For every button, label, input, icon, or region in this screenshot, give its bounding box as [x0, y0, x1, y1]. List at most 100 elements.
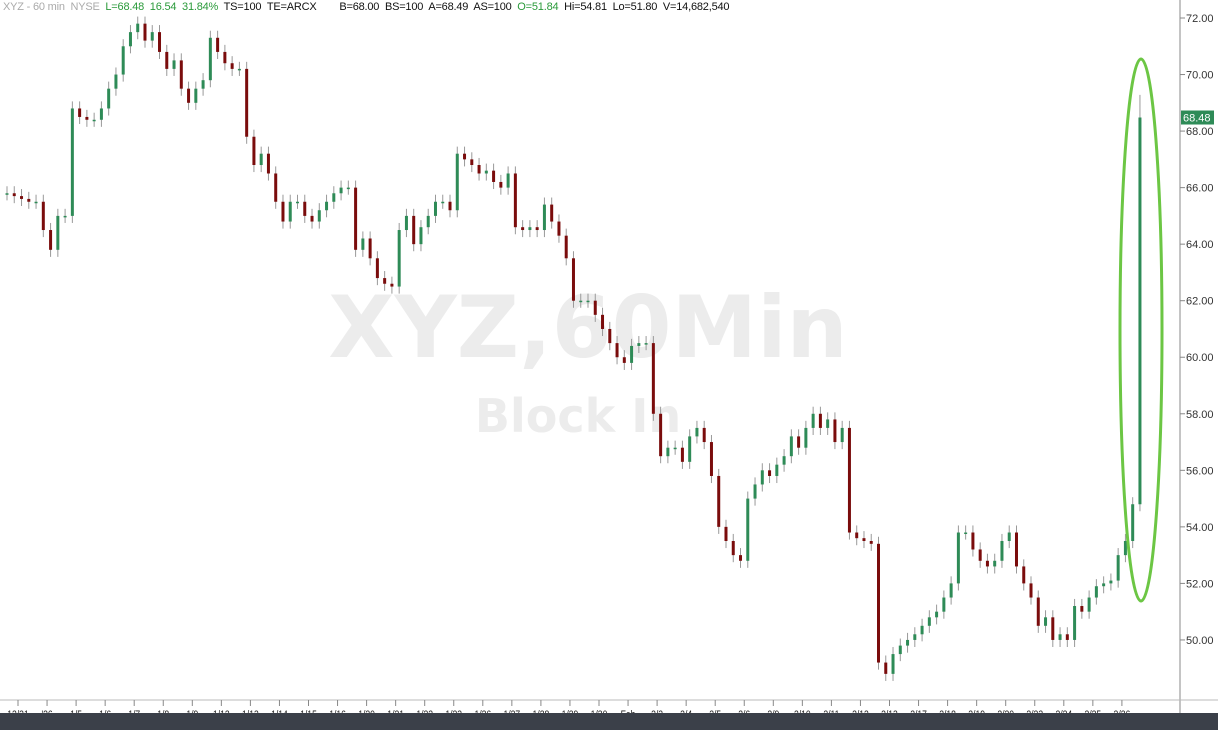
candle-body: [753, 484, 757, 499]
candle-body: [695, 427, 699, 437]
candle-body: [1073, 606, 1077, 640]
quote-header: XYZ - 60 min NYSE L=68.48 16.54 31.84% T…: [3, 1, 730, 13]
price-chart[interactable]: XYZ,60Min Block In 72.00 70.00 68.00 66.00 6…: [0, 0, 1218, 713]
x-tick-label: 1/12: [213, 709, 230, 713]
candle-body: [245, 68, 249, 137]
candle-body: [274, 173, 278, 202]
candle-body: [680, 447, 684, 462]
candle-body: [1116, 555, 1120, 581]
candle-body: [339, 187, 343, 194]
candle-body: [492, 170, 496, 182]
x-tick-label: 1/13: [242, 709, 259, 713]
candle-body: [208, 37, 212, 81]
candle-body: [375, 258, 379, 279]
candle-body: [383, 278, 387, 284]
x-tick-label: Feb: [621, 709, 636, 713]
candle-body: [404, 215, 408, 231]
candle-body: [259, 153, 263, 166]
highlight-ellipse: [1118, 57, 1164, 603]
candle-body: [913, 634, 917, 640]
y-tick-label: 60.00: [1186, 352, 1214, 364]
x-tick-label: 1/5: [70, 709, 82, 713]
candle-body: [1051, 617, 1055, 640]
candle-body: [840, 427, 844, 443]
candle-body: [942, 597, 946, 612]
x-tick-label: 2/11: [823, 709, 839, 713]
x-tick-label: 1/7: [128, 709, 140, 713]
x-tick-label: 2/24: [1055, 709, 1072, 713]
candle-body: [194, 88, 198, 103]
x-tick-label: 1/15: [300, 709, 317, 713]
candle-body: [1058, 634, 1062, 640]
candle-body: [877, 543, 880, 663]
candle-body: [397, 230, 401, 287]
candle-body: [521, 227, 525, 231]
candle-body: [5, 193, 9, 195]
symbol: XYZ - 60 min: [3, 1, 65, 13]
ask: A=68.49: [428, 1, 469, 13]
trade-size: TS=100: [223, 1, 262, 13]
candle-body: [201, 80, 205, 89]
candle-body: [368, 238, 372, 259]
candle-body: [12, 193, 16, 197]
y-tick-label: 64.00: [1186, 239, 1214, 251]
candle-body: [1087, 597, 1091, 612]
candle-body: [818, 413, 822, 428]
x-tick-label: 2/13: [881, 709, 898, 713]
candle-body: [310, 215, 314, 222]
candle-body: [826, 419, 830, 428]
candle-body: [564, 235, 568, 259]
candle-body: [775, 464, 779, 476]
candle-body: [608, 328, 612, 344]
candle-body: [1029, 583, 1033, 598]
candle-body: [346, 187, 350, 190]
x-tick-label: 1/30: [591, 709, 608, 713]
x-tick-label: 2/23: [1026, 709, 1043, 713]
candle-body: [557, 221, 561, 236]
candle-body: [136, 23, 140, 33]
bottom-scrollbar[interactable]: [0, 713, 1218, 730]
candle-body: [1014, 532, 1018, 567]
x-tick-label: 1/26: [474, 709, 491, 713]
candle-body: [1094, 586, 1098, 598]
x-tick-label: 1/8: [157, 709, 169, 713]
candle-body: [622, 357, 626, 363]
candle-body: [855, 532, 859, 539]
candle-body: [56, 215, 60, 250]
candle-body: [542, 204, 546, 231]
candle-body: [739, 555, 743, 561]
candle-body: [593, 300, 597, 315]
x-tick-label: 2/25: [1084, 709, 1101, 713]
candle-body: [114, 74, 118, 89]
candle-body: [477, 165, 481, 174]
candle-body: [27, 198, 31, 202]
x-tick-label: 1/9: [186, 709, 198, 713]
candle-body: [615, 343, 619, 358]
x-tick-label: 2/19: [968, 709, 985, 713]
y-tick-label: 70.00: [1186, 70, 1214, 82]
candle-body: [782, 456, 786, 465]
x-tick-label: 2/3: [651, 709, 663, 713]
x-tick-label: 2/17: [910, 709, 927, 713]
candle-body: [985, 560, 989, 567]
candle-body: [470, 159, 474, 166]
x-tick-label: 2/18: [939, 709, 956, 713]
candle-body: [666, 447, 670, 457]
candle-body: [964, 532, 968, 535]
candle-body: [107, 88, 111, 109]
x-tick-label: 2/10: [794, 709, 811, 713]
candle-body: [237, 68, 241, 71]
candle-body: [70, 108, 74, 216]
candle-body: [709, 442, 713, 476]
candle-body: [143, 23, 147, 41]
candle-body: [390, 283, 394, 287]
candle-body: [441, 201, 445, 204]
open: O=51.84: [517, 1, 559, 13]
y-tick-label: 50.00: [1186, 635, 1214, 647]
candle-body: [165, 51, 169, 69]
x-tick-label: 1/14: [271, 709, 288, 713]
candle-body: [884, 662, 888, 674]
watermark-title: XYZ,60Min: [328, 278, 848, 378]
candle-body: [760, 470, 764, 485]
candle-body: [296, 201, 299, 204]
